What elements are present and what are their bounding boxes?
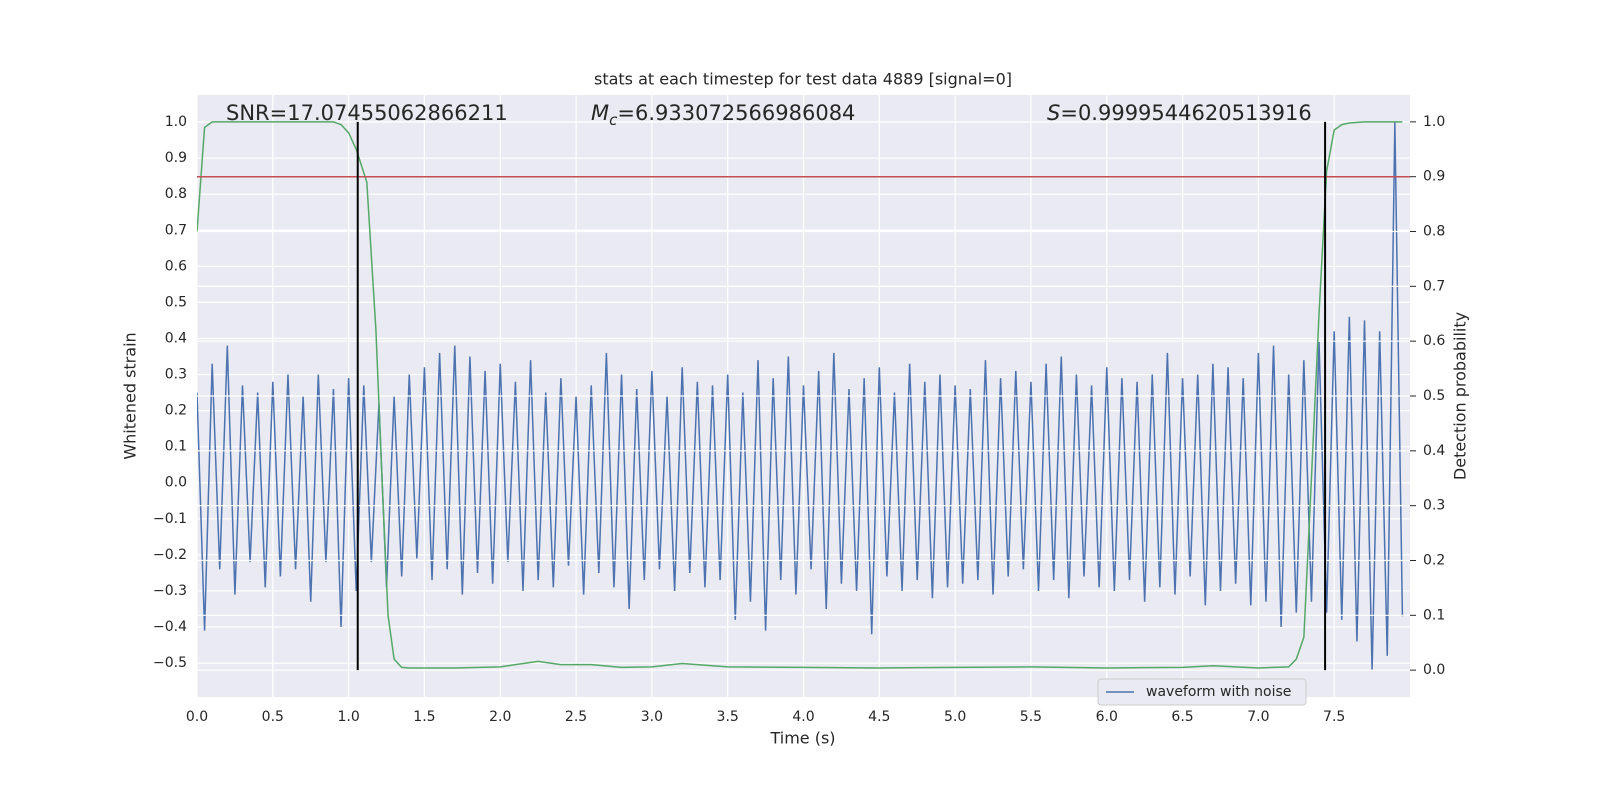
x-tick-label: 3.0 [641,709,663,725]
y-tick-label: −0.4 [153,619,187,635]
y-tick-label: −0.3 [153,583,187,599]
x-tick-label: 1.5 [413,709,435,725]
y-tick-label: −0.2 [153,547,187,563]
y2-tick-label: 0.3 [1423,498,1445,514]
legend-label: waveform with noise [1146,684,1291,700]
series-line [197,121,1403,669]
y-tick-label: 0.8 [165,186,187,202]
annotation: S=0.9999544620513916 [1047,101,1312,125]
y2-tick-label: 0.7 [1423,278,1445,294]
y-axis-label: Whitened strain [121,332,140,459]
y-tick-label: 0.4 [165,330,187,346]
y2-tick-label: 0.4 [1423,443,1445,459]
y2-tick-label: 0.9 [1423,169,1445,185]
y2-tick-label: 0.2 [1423,552,1445,568]
y2-tick-label: 0.5 [1423,388,1445,404]
x-tick-label: 5.5 [1020,709,1042,725]
annotation: Mc=6.933072566986084 [591,101,855,129]
x-tick-label: 1.0 [337,709,359,725]
y2-tick-label: 1.0 [1423,114,1445,130]
x-tick-label: 7.5 [1323,709,1345,725]
y-tick-label: 0.5 [165,294,187,310]
chart-title: stats at each timestep for test data 488… [594,70,1012,89]
y2-tick-label: 0.1 [1423,607,1445,623]
y-tick-label: 1.0 [165,114,187,130]
y-tick-label: 0.6 [165,258,187,274]
series-line [197,122,1404,671]
x-tick-label: 4.0 [792,709,814,725]
x-tick-label: 6.0 [1096,709,1118,725]
y-tick-label: 0.3 [165,367,187,383]
x-tick-label: 0.5 [262,709,284,725]
x-tick-label: 2.5 [565,709,587,725]
y2-tick-label: 0.6 [1423,333,1445,349]
y-tick-label: −0.1 [153,511,187,527]
y-tick-label: −0.5 [153,655,187,671]
y-tick-label: 0.2 [165,403,187,419]
x-tick-label: 7.0 [1247,709,1269,725]
x-tick-label: 5.0 [944,709,966,725]
y2-tick-label: 0.8 [1423,224,1445,240]
y-tick-label: 0.9 [165,150,187,166]
y2-tick-label: 0.0 [1423,662,1445,678]
legend-box [1097,678,1307,706]
x-tick-label: 2.0 [489,709,511,725]
x-tick-label: 4.5 [868,709,890,725]
x-tick-label: 3.5 [717,709,739,725]
x-tick-label: 0.0 [186,709,208,725]
y2-axis-label: Detection probability [1451,312,1470,480]
y-tick-label: 0.7 [165,222,187,238]
y-tick-label: 0.1 [165,439,187,455]
annotation: SNR=17.07455062866211 [226,101,508,125]
y-tick-label: 0.0 [165,475,187,491]
x-axis-label: Time (s) [769,729,835,748]
x-tick-label: 6.5 [1171,709,1193,725]
